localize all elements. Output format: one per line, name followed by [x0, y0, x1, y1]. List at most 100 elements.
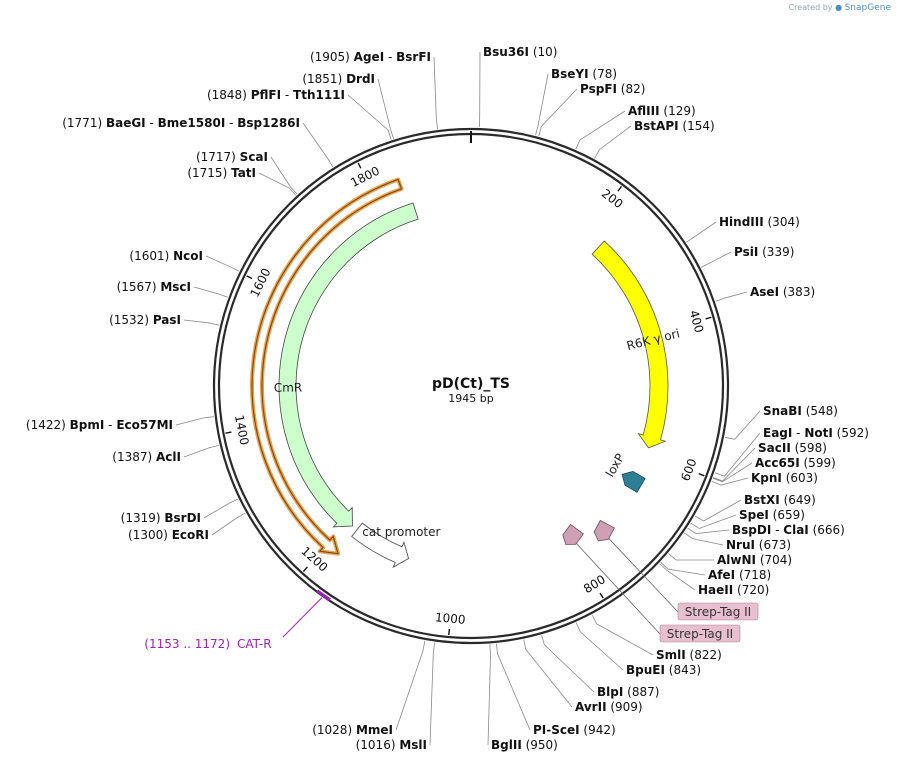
- strep-tag-label-box[interactable]: [659, 624, 741, 643]
- restriction-site[interactable]: (1387) AclI: [112, 445, 220, 464]
- strep-tag-label-box[interactable]: [677, 602, 759, 621]
- restriction-site[interactable]: (1905) AgeI - BsrFI: [310, 50, 439, 130]
- site-label: (1028) MmeI: [312, 723, 393, 737]
- restriction-site[interactable]: (1532) PasI: [109, 313, 220, 327]
- promoter-feature[interactable]: [351, 522, 410, 569]
- restriction-site[interactable]: PsiI (339): [701, 245, 794, 268]
- site-position: (909): [607, 700, 643, 714]
- restriction-site[interactable]: (1319) BsrDI: [121, 498, 239, 525]
- restriction-site[interactable]: KpnI (603): [711, 471, 818, 486]
- restriction-site[interactable]: SacII (598): [713, 441, 827, 482]
- restriction-site[interactable]: SpeI (659): [690, 508, 805, 529]
- site-label: BseYI (78): [551, 67, 617, 81]
- site-position: (822): [686, 648, 722, 662]
- site-name: BseYI: [551, 67, 589, 81]
- restriction-site[interactable]: Bsu36I (10): [478, 45, 557, 128]
- restriction-site[interactable]: BstAPI (154): [594, 119, 715, 159]
- site-name: Bsp1286I: [237, 116, 300, 130]
- site-label: PI-SceI (942): [533, 723, 616, 737]
- site-name: SmlI: [656, 648, 686, 662]
- restriction-site[interactable]: (1715) TatI: [187, 166, 297, 196]
- backbone-outer-strand: [212, 127, 730, 645]
- restriction-site[interactable]: PspFI (82): [538, 82, 646, 137]
- site-label: (1532) PasI: [109, 313, 181, 327]
- restriction-site[interactable]: (1771) BaeGI - Bme1580I - Bsp1286I: [62, 116, 334, 168]
- restriction-site[interactable]: AlwNI (704): [668, 553, 793, 567]
- tick-mark: [698, 473, 705, 477]
- restriction-site[interactable]: AfeI (718): [660, 561, 771, 582]
- restriction-site[interactable]: SmlI (822): [591, 614, 722, 662]
- site-leader-line: [478, 51, 481, 128]
- site-name: BstAPI: [634, 119, 679, 133]
- site-name: Bsu36I: [483, 45, 529, 59]
- site-name: AflIII: [628, 104, 660, 118]
- restriction-site[interactable]: SnaBI (548): [724, 404, 838, 440]
- site-leader-line: [523, 639, 573, 708]
- ori-feature[interactable]: [591, 240, 669, 449]
- restriction-site[interactable]: HindIII (304): [686, 215, 800, 243]
- site-name: Acc65I: [755, 456, 800, 470]
- site-name: KpnI: [751, 471, 782, 485]
- site-position: (942): [580, 723, 616, 737]
- site-label: AflIII (129): [628, 104, 696, 118]
- site-name: EcoRI: [172, 528, 209, 542]
- site-leader-line: [684, 532, 724, 546]
- site-label: BstAPI (154): [634, 119, 715, 133]
- tick-mark: [617, 185, 623, 192]
- restriction-site[interactable]: BpuEI (843): [575, 622, 701, 677]
- restriction-site[interactable]: BlpI (887): [541, 635, 660, 699]
- strep2-feature[interactable]: [559, 523, 584, 549]
- loxp-feature[interactable]: [618, 467, 646, 493]
- tick-mark: [705, 316, 712, 320]
- site-name: BsrFI: [396, 50, 431, 64]
- restriction-site[interactable]: EagI - NotI (592): [714, 426, 869, 477]
- site-name: ScaI: [240, 150, 268, 164]
- site-name: SnaBI: [763, 404, 802, 418]
- tick-mark: [225, 431, 232, 434]
- restriction-site[interactable]: AseI (383): [715, 285, 815, 302]
- restriction-site[interactable]: (1567) MscI: [117, 280, 228, 298]
- restriction-site[interactable]: Acc65I (599): [712, 456, 836, 483]
- restriction-site[interactable]: BstXI (649): [694, 493, 816, 522]
- site-name: PflFI: [251, 88, 281, 102]
- restriction-site[interactable]: (1717) ScaI: [196, 150, 298, 195]
- restriction-site[interactable]: (1016) MslI: [356, 642, 436, 752]
- site-name: AgeI: [354, 50, 384, 64]
- restriction-site[interactable]: (1601) NcoI: [129, 249, 240, 272]
- site-label: BglII (950): [491, 738, 558, 752]
- site-name: BpmI: [70, 418, 105, 432]
- restriction-site[interactable]: BglII (950): [487, 644, 558, 752]
- site-name: BpuEI: [626, 663, 665, 677]
- restriction-site[interactable]: (1851) DrdI: [302, 72, 394, 139]
- tick-mark: [246, 275, 253, 280]
- site-name: HaeII: [698, 583, 733, 597]
- site-name: BlpI: [597, 685, 623, 699]
- strep1-feature[interactable]: [591, 519, 615, 544]
- restriction-site[interactable]: BspDI - ClaI (666): [687, 523, 845, 537]
- site-label: EagI - NotI (592): [763, 426, 869, 440]
- restriction-site[interactable]: (1422) BpmI - Eco57MI: [26, 416, 214, 432]
- restriction-site[interactable]: (1028) MmeI: [312, 640, 426, 737]
- restriction-site[interactable]: PI-SceI (942): [496, 643, 616, 737]
- primer-cat-r[interactable]: [316, 589, 331, 601]
- restriction-site[interactable]: AvrII (909): [523, 639, 643, 714]
- restriction-site[interactable]: (1848) PflFI - Tth111I: [207, 88, 392, 140]
- site-name: NcoI: [173, 249, 203, 263]
- restriction-site[interactable]: NruI (673): [684, 532, 791, 552]
- cmr-feature[interactable]: [278, 202, 419, 528]
- site-position: (1717): [196, 150, 240, 164]
- site-label: SmlI (822): [656, 648, 722, 662]
- site-label: SacII (598): [758, 441, 827, 455]
- site-name: SacII: [758, 441, 791, 455]
- site-name: BaeGI: [106, 116, 146, 130]
- restriction-site[interactable]: (1300) EcoRI: [128, 512, 246, 542]
- site-label: (1016) MslI: [356, 738, 427, 752]
- site-position: (304): [764, 215, 800, 229]
- restriction-site[interactable]: BseYI (78): [535, 67, 617, 136]
- site-label: (1387) AclI: [112, 450, 181, 464]
- site-label: BpuEI (843): [626, 663, 701, 677]
- restriction-site[interactable]: HaeII (720): [659, 563, 770, 597]
- restriction-site[interactable]: AflIII (129): [575, 104, 696, 150]
- tick-label: 1200: [298, 544, 330, 575]
- snapgene-logo-icon: ●: [835, 3, 843, 12]
